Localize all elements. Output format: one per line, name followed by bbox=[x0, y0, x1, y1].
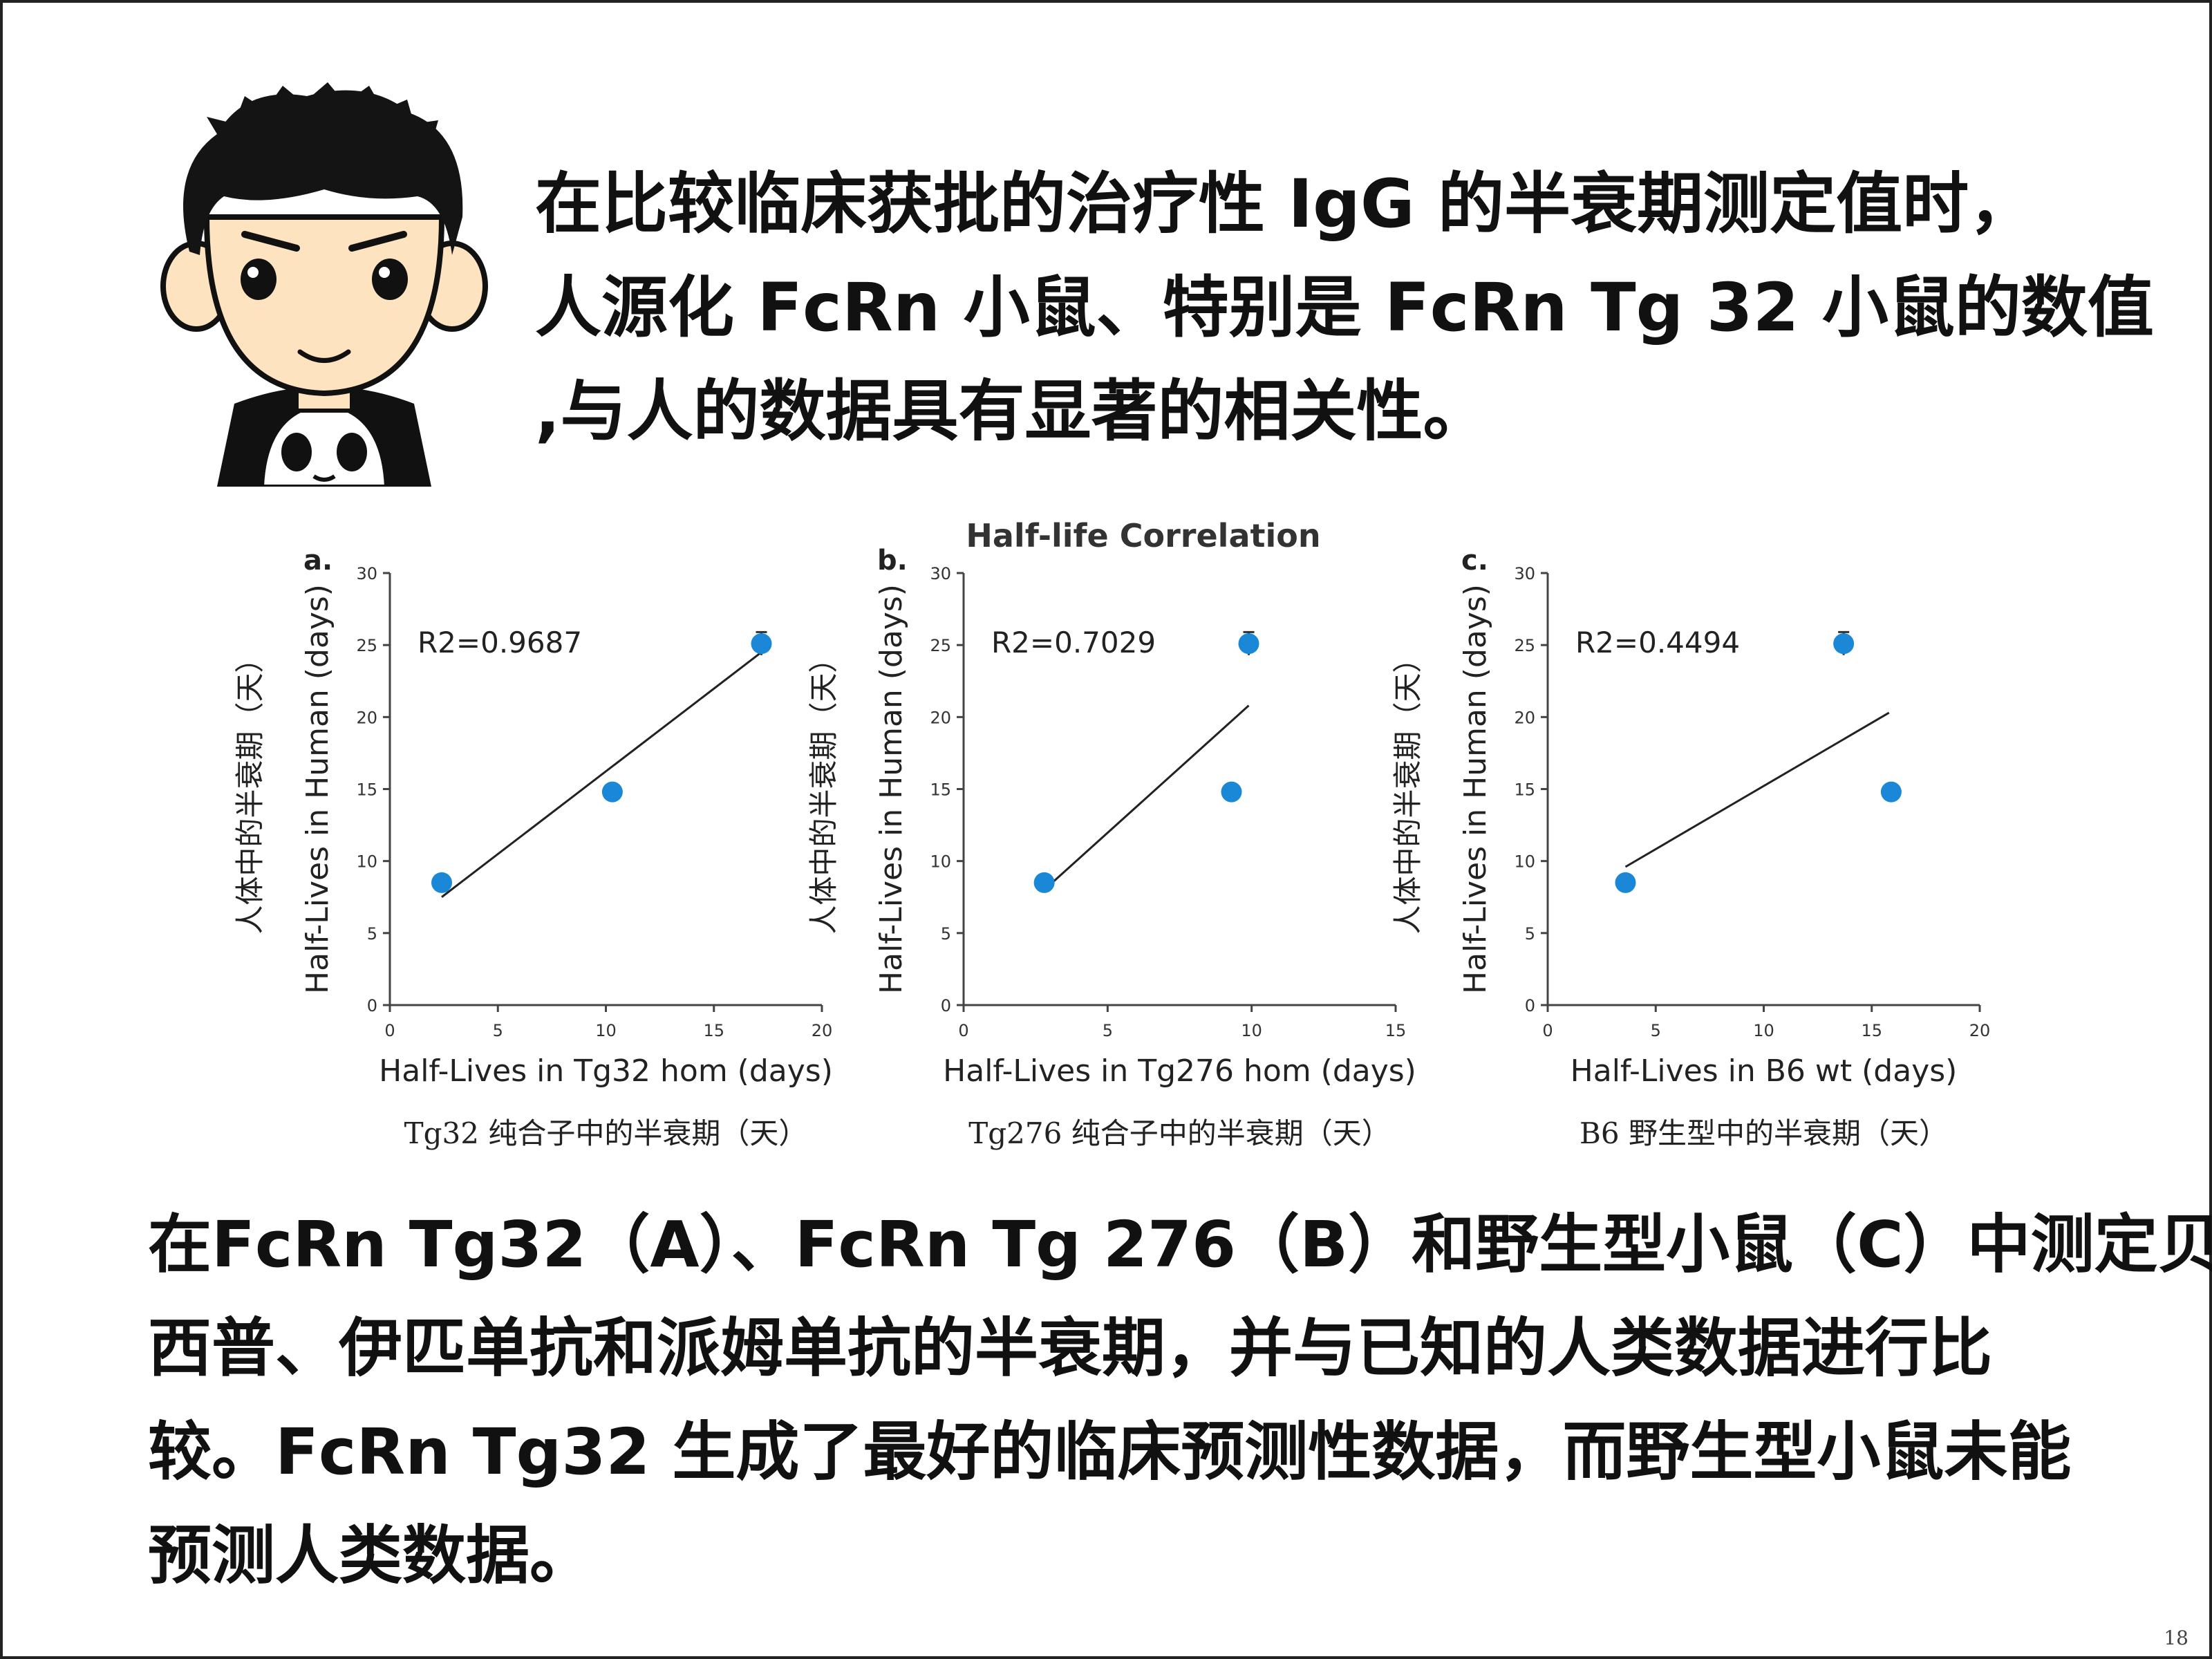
x-axis-label: Half-Lives in B6 wt (days) bbox=[1571, 1053, 1958, 1089]
fit-line bbox=[1624, 711, 1890, 868]
intro-line: 人源化 FcRn 小鼠、特别是 FcRn Tg 32 小鼠的数值 bbox=[535, 269, 2154, 346]
caption-text: 在FcRn Tg32（A）、FcRn Tg 276（B）和野生型小鼠（C）中测定… bbox=[148, 1193, 2212, 1608]
data-point bbox=[1033, 872, 1055, 893]
data-point bbox=[1833, 633, 1855, 655]
x-tick-label: 15 bbox=[703, 1021, 724, 1040]
y-tick-label: 30 bbox=[930, 564, 951, 583]
data-point bbox=[1880, 781, 1902, 803]
panel-label: c. bbox=[1461, 545, 1488, 577]
y-tick-label: 20 bbox=[930, 708, 951, 727]
r2-label: R2=0.4494 bbox=[1575, 626, 1740, 659]
chart-panel-b: b. 0 5 10 15 20 25 30 0 5 10 15 Half-Lives in Human … bbox=[807, 545, 1416, 1150]
y-axis-label: Half-Lives in Human (days) bbox=[300, 584, 335, 994]
data-point bbox=[1238, 633, 1259, 655]
y-tick-label: 25 bbox=[930, 636, 951, 655]
fit-line bbox=[441, 651, 762, 898]
data-point bbox=[1615, 872, 1636, 893]
x-axis-label: Half-Lives in Tg32 hom (days) bbox=[379, 1053, 833, 1089]
y-tick-label: 20 bbox=[356, 708, 377, 727]
r2-label: R2=0.7029 bbox=[991, 626, 1156, 659]
x-axis-label: Half-Lives in Tg276 hom (days) bbox=[943, 1053, 1416, 1089]
y-tick-label: 0 bbox=[1525, 996, 1535, 1015]
intro-line: 在比较临床获批的治疗性 IgG 的半衰期测定值时， bbox=[535, 165, 2036, 243]
y-axis-label: Half-Lives in Human (days) bbox=[874, 584, 909, 994]
x-tick-label: 15 bbox=[1385, 1021, 1407, 1040]
x-axis-label-cn: Tg32 纯合子中的半衰期（天） bbox=[404, 1116, 808, 1150]
y-tick-label: 30 bbox=[1514, 564, 1535, 583]
y-tick-label: 5 bbox=[941, 924, 951, 944]
x-tick-label: 0 bbox=[384, 1021, 395, 1040]
x-tick-label: 5 bbox=[493, 1021, 503, 1040]
y-tick-label: 30 bbox=[356, 564, 377, 583]
y-axis-label-cn: 人体中的半衰期（天） bbox=[233, 644, 267, 934]
y-tick-label: 10 bbox=[930, 852, 951, 872]
y-tick-label: 15 bbox=[930, 780, 951, 800]
x-tick-label: 15 bbox=[1861, 1021, 1882, 1040]
x-tick-label: 5 bbox=[1651, 1021, 1661, 1040]
y-axis-label-cn: 人体中的半衰期（天） bbox=[807, 644, 841, 934]
figure-title: Half-life Correlation bbox=[966, 517, 1321, 554]
chart-panel-c: c. 0 5 10 15 20 25 30 0 5 10 15 20 Half-Lives in Huma… bbox=[1391, 545, 1991, 1150]
x-axis-label-cn: Tg276 纯合子中的半衰期（天） bbox=[968, 1116, 1390, 1150]
y-tick-label: 0 bbox=[941, 996, 951, 1015]
x-tick-label: 5 bbox=[1103, 1021, 1113, 1040]
x-tick-label: 10 bbox=[1241, 1021, 1262, 1040]
caption-line: 较。FcRn Tg32 生成了最好的临床预测性数据，而野生型小鼠未能 bbox=[148, 1415, 2072, 1489]
page-number: 18 bbox=[2164, 1627, 2188, 1649]
x-axis-label-cn: B6 野生型中的半衰期（天） bbox=[1580, 1116, 1948, 1150]
intro-line: ,与人的数据具有显著的相关性。 bbox=[535, 373, 1490, 450]
y-tick-label: 25 bbox=[1514, 636, 1535, 655]
data-point bbox=[601, 781, 623, 803]
y-tick-label: 15 bbox=[1514, 780, 1535, 800]
caption-line: 西普、伊匹单抗和派姆单抗的半衰期，并与已知的人类数据进行比 bbox=[148, 1311, 1993, 1385]
caption-line: 在FcRn Tg32（A）、FcRn Tg 276（B）和野生型小鼠（C）中测定… bbox=[148, 1208, 2212, 1282]
y-axis-label: Half-Lives in Human (days) bbox=[1458, 584, 1493, 994]
x-tick-label: 10 bbox=[595, 1021, 617, 1040]
panel-label: b. bbox=[877, 545, 908, 577]
y-tick-label: 15 bbox=[356, 780, 377, 800]
y-tick-label: 5 bbox=[367, 924, 377, 944]
cartoon-avatar bbox=[160, 82, 488, 487]
y-tick-label: 25 bbox=[356, 636, 377, 655]
panel-label: a. bbox=[303, 545, 332, 577]
y-tick-label: 5 bbox=[1525, 924, 1535, 944]
caption-line: 预测人类数据。 bbox=[148, 1519, 594, 1593]
data-point bbox=[431, 872, 452, 893]
chart-panel-a: a. 0 5 10 15 20 25 30 0 5 10 15 20 Half-Lives in Huma… bbox=[233, 545, 833, 1150]
data-point bbox=[1221, 781, 1242, 803]
x-tick-label: 20 bbox=[812, 1021, 833, 1040]
x-tick-label: 0 bbox=[1542, 1021, 1553, 1040]
intro-text: 在比较临床获批的治疗性 IgG 的半衰期测定值时， 人源化 FcRn 小鼠、特别… bbox=[535, 152, 2154, 463]
x-tick-label: 10 bbox=[1753, 1021, 1774, 1040]
r2-label: R2=0.9687 bbox=[418, 626, 582, 659]
data-point bbox=[751, 633, 772, 655]
fit-line bbox=[1043, 704, 1250, 891]
y-tick-label: 10 bbox=[356, 852, 377, 872]
y-tick-label: 10 bbox=[1514, 852, 1535, 872]
y-tick-label: 0 bbox=[367, 996, 377, 1015]
y-tick-label: 20 bbox=[1514, 708, 1535, 727]
y-axis-label-cn: 人体中的半衰期（天） bbox=[1391, 644, 1425, 934]
x-tick-label: 20 bbox=[1969, 1021, 1991, 1040]
x-tick-label: 0 bbox=[958, 1021, 968, 1040]
